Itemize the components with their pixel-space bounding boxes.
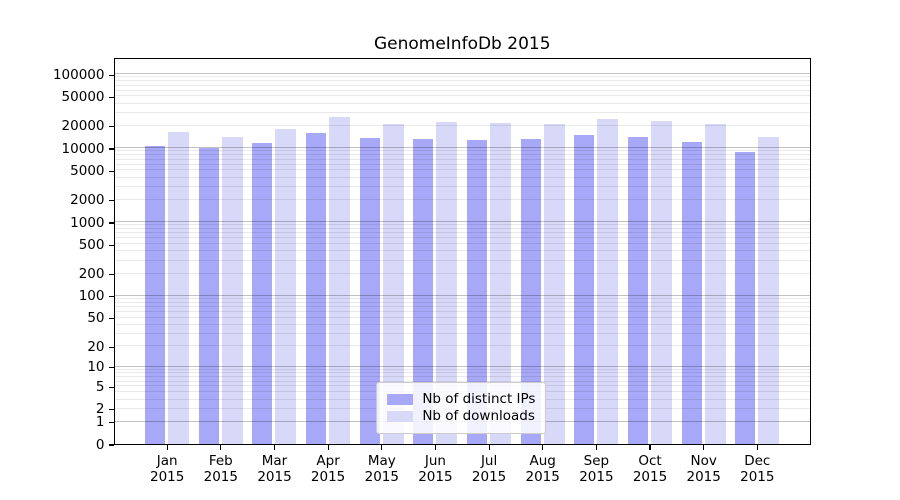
y-tick-label: 200 [78,266,105,283]
x-tick-mark [756,445,758,450]
y-tick-mark [108,244,114,246]
bar-distinct-ips-feb [198,148,219,444]
distinct-ips-swatch [387,394,414,405]
y-tick-label: 20 [87,338,105,355]
y-tick-mark [108,200,114,202]
y-tick-mark [108,126,114,128]
y-tick-label: 0 [95,436,105,453]
x-tick-label: Nov 2015 [686,453,721,485]
y-tick-label: 5 [95,378,105,395]
bar-downloads-feb [221,137,243,444]
x-tick-mark [327,445,329,450]
bar-distinct-ips-nov [681,142,702,444]
y-tick-label: 2000 [70,192,105,209]
bar-downloads-aug [543,124,565,444]
y-tick-label: 10 [87,359,105,376]
y-tick-label: 1000 [70,214,105,231]
bar-downloads-sep [597,118,619,444]
y-tick-mark [108,148,114,150]
y-tick-label: 100 [78,288,105,305]
y-tick-mark [108,296,114,298]
y-tick-mark [108,170,114,172]
bar-distinct-ips-jul [467,139,488,444]
y-tick-label: 500 [78,236,105,253]
bar-downloads-mar [275,129,297,444]
bar-distinct-ips-aug [520,139,541,444]
bar-distinct-ips-jun [413,139,434,444]
bar-distinct-ips-mar [252,143,273,444]
y-tick-mark [108,422,114,424]
downloads-swatch [387,411,414,422]
y-tick-mark [108,367,114,369]
x-tick-label: Jul 2015 [471,453,507,485]
bar-downloads-apr [329,116,351,444]
x-tick-label: Feb 2015 [203,453,238,485]
y-tick-mark [108,318,114,320]
x-tick-mark [220,445,222,450]
legend-entry: Nb of distinct IPs [387,392,535,407]
x-tick-label: Dec 2015 [740,453,775,485]
y-tick-mark [108,444,114,446]
bar-downloads-jun [436,122,458,444]
plot-area: Nb of distinct IPs Nb of downloads [113,58,811,445]
y-tick-mark [108,274,114,276]
y-tick-label: 2 [95,401,105,418]
y-tick-mark [108,222,114,224]
x-tick-mark [166,445,168,450]
x-tick-mark [273,445,276,450]
y-tick-mark [108,386,114,388]
y-tick-label: 10000 [61,140,105,157]
x-tick-mark [595,445,597,450]
x-tick-mark [542,445,544,450]
x-tick-label: Jan 2015 [150,453,185,485]
x-tick-mark [434,445,436,450]
x-tick-label: Oct 2015 [632,453,668,485]
chart-title: GenomeInfoDb 2015 [373,34,551,54]
bar-distinct-ips-dec [735,152,756,444]
bar-distinct-ips-may [359,138,380,444]
legend-label: Nb of distinct IPs [422,391,536,407]
x-tick-label: Apr 2015 [310,453,346,485]
bar-downloads-dec [758,136,780,444]
y-tick-mark [108,74,114,76]
x-tick-label: Aug 2015 [525,453,560,485]
y-tick-mark [108,346,114,348]
x-tick-mark [381,445,383,450]
bar-downloads-oct [651,120,673,444]
y-tick-label: 100000 [52,66,105,83]
x-tick-label: May 2015 [364,453,399,485]
x-tick-label: Mar 2015 [257,453,292,485]
y-tick-label: 50000 [61,88,105,105]
y-tick-label: 50 [87,310,105,327]
bar-downloads-jul [490,123,512,444]
y-tick-mark [108,96,114,98]
bar-downloads-may [382,123,404,444]
legend-label: Nb of downloads [422,408,535,424]
y-tick-mark [108,409,114,411]
bar-distinct-ips-apr [306,133,327,444]
bar-downloads-jan [168,131,190,444]
legend-entry: Nb of downloads [387,409,535,424]
y-tick-label: 20000 [61,118,105,135]
bar-downloads-nov [704,124,726,444]
legend: Nb of distinct IPs Nb of downloads [376,382,547,434]
x-tick-label: Jun 2015 [418,453,453,485]
y-tick-label: 1 [95,414,105,431]
bar-distinct-ips-sep [574,135,595,444]
x-tick-mark [703,445,705,450]
x-tick-mark [649,445,651,450]
bar-distinct-ips-jan [145,145,166,444]
bar-distinct-ips-oct [628,137,649,444]
x-tick-mark [488,445,490,450]
y-tick-label: 5000 [70,162,105,179]
x-tick-label: Sep 2015 [579,453,614,485]
bars-layer [115,59,811,444]
